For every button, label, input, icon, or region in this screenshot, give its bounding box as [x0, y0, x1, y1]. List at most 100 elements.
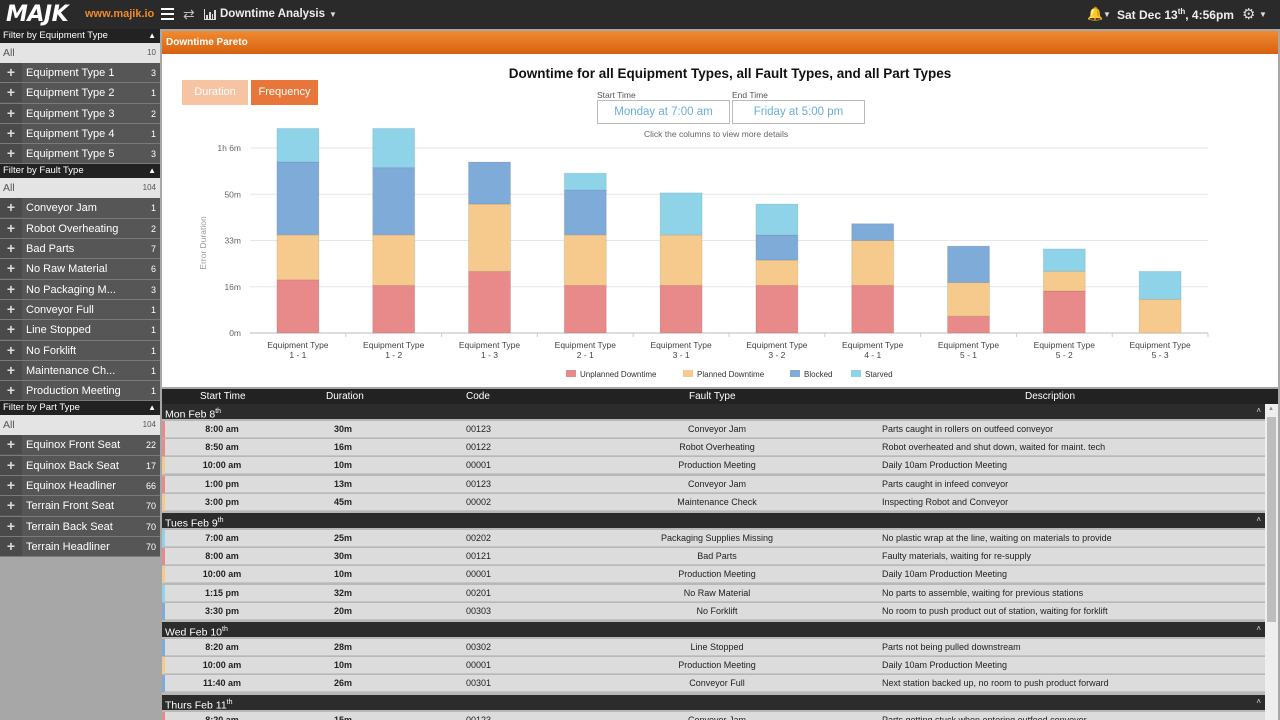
- gear-icon[interactable]: ⚙: [1242, 6, 1256, 23]
- table-row[interactable]: 8:00 am 30m 00121 Bad Parts Faulty materials…: [162, 548, 1265, 566]
- fault-filter-item[interactable]: + Robot Overheating 2: [0, 218, 160, 240]
- table-row[interactable]: 11:40 am 26m 00301 Conveyor Full Next statio…: [162, 675, 1265, 693]
- current-datetime: Sat Dec 13th, 4:56pm: [1117, 7, 1234, 22]
- chevron-down-icon[interactable]: ▼: [1259, 10, 1267, 19]
- equipment-filter-all[interactable]: All 10: [0, 43, 160, 63]
- cell-description: Robot overheated and shut down, waited f…: [882, 442, 1106, 453]
- collapse-icon[interactable]: ˄: [1256, 696, 1261, 706]
- plus-icon[interactable]: +: [0, 83, 22, 103]
- equipment-filter-item[interactable]: + Equipment Type 4 1: [0, 123, 160, 145]
- table-row[interactable]: 3:30 pm 20m 00303 No Forklift No room to pus…: [162, 602, 1265, 620]
- logo-url[interactable]: www.majik.io: [85, 8, 155, 20]
- cell-description: Parts caught in rollers on outfeed conve…: [882, 424, 1054, 434]
- fault-filter-all[interactable]: All 104: [0, 178, 160, 199]
- table-row[interactable]: 10:00 am 10m 00001 Production Meeting Daily …: [162, 657, 1265, 675]
- duration-toggle-button[interactable]: Duration: [182, 80, 248, 105]
- refresh-icon[interactable]: ⇄: [183, 6, 195, 22]
- plus-icon[interactable]: +: [0, 360, 22, 380]
- plus-icon[interactable]: +: [0, 144, 22, 164]
- column-header-duration[interactable]: Duration: [326, 391, 364, 402]
- plus-icon[interactable]: +: [0, 198, 22, 218]
- plus-icon[interactable]: +: [0, 259, 22, 279]
- scroll-up-icon[interactable]: ▲: [1268, 406, 1274, 412]
- fault-filter-item[interactable]: + Bad Parts 7: [0, 239, 160, 260]
- table-row[interactable]: 10:00 am 10m 00001 Production Meeting Daily …: [162, 457, 1265, 475]
- table-row[interactable]: 1:00 pm 13m 00123 Conveyor Jam Parts caught …: [162, 475, 1265, 493]
- plus-icon[interactable]: +: [0, 123, 22, 143]
- chevron-down-icon[interactable]: ▼: [1103, 10, 1111, 19]
- filter-item-label: No Forklift: [26, 344, 77, 357]
- column-header-start-time[interactable]: Start Time: [200, 391, 246, 402]
- plus-icon[interactable]: +: [0, 455, 22, 475]
- fault-filter-item[interactable]: + Line Stopped 1: [0, 320, 160, 341]
- part-filter-all[interactable]: All 104: [0, 415, 160, 436]
- part-filter-item[interactable]: + Terrain Headliner 70: [0, 536, 160, 558]
- scrollbar-thumb[interactable]: [1267, 417, 1276, 622]
- collapse-icon[interactable]: ▲: [148, 31, 156, 40]
- part-filter-item[interactable]: + Equinox Front Seat 22: [0, 435, 160, 456]
- table-row[interactable]: 7:00 am 25m 00202 Packaging Supplies Missin…: [162, 530, 1265, 547]
- plus-icon[interactable]: +: [0, 218, 22, 238]
- day-group-header[interactable]: Tues Feb 9th ˄: [162, 513, 1265, 530]
- table-row[interactable]: 8:50 am 16m 00122 Robot Overheating Robot ov…: [162, 439, 1265, 457]
- column-header-description[interactable]: Description: [1025, 391, 1076, 402]
- fault-filter-header[interactable]: Filter by Fault Type ▲: [0, 164, 160, 179]
- plus-icon[interactable]: +: [0, 496, 22, 516]
- day-group-header[interactable]: Mon Feb 8th ˄: [162, 404, 1265, 421]
- equipment-filter-item[interactable]: + Equipment Type 3 2: [0, 103, 160, 124]
- filter-item-label: Robot Overheating: [26, 222, 119, 235]
- part-filter-header[interactable]: Filter by Part Type ▲: [0, 401, 160, 416]
- plus-icon[interactable]: +: [0, 536, 22, 556]
- frequency-toggle-button[interactable]: Frequency: [251, 80, 318, 105]
- plus-icon[interactable]: +: [0, 516, 22, 536]
- equipment-filter-item[interactable]: + Equipment Type 2 1: [0, 83, 160, 104]
- plus-icon[interactable]: +: [0, 63, 22, 82]
- column-header-fault-type[interactable]: Fault Type: [689, 391, 736, 402]
- plus-icon[interactable]: +: [0, 381, 22, 401]
- plus-icon[interactable]: +: [0, 239, 22, 259]
- equipment-filter-item[interactable]: + Equipment Type 5 3: [0, 144, 160, 165]
- table-row[interactable]: 8:00 am 30m 00123 Conveyor Jam Parts caught …: [162, 421, 1265, 438]
- app-logo[interactable]: MAJK: [6, 2, 69, 27]
- app-title-menu[interactable]: Downtime Analysis ▼: [204, 8, 337, 20]
- table-scrollbar[interactable]: ▲: [1265, 404, 1278, 720]
- end-time-input[interactable]: Friday at 5:00 pm: [732, 100, 865, 124]
- day-group-header[interactable]: Wed Feb 10th ˄: [162, 622, 1265, 639]
- table-row[interactable]: 8:20 am 15m 00123 Conveyor Jam Parts getting…: [162, 711, 1265, 720]
- fault-filter-item[interactable]: + Production Meeting 1: [0, 381, 160, 402]
- collapse-icon[interactable]: ▲: [148, 403, 156, 413]
- fault-filter-item[interactable]: + Maintenance Ch... 1: [0, 360, 160, 382]
- day-group-header[interactable]: Thurs Feb 11th ˄: [162, 694, 1265, 711]
- column-header-code[interactable]: Code: [466, 391, 490, 402]
- plus-icon[interactable]: +: [0, 279, 22, 299]
- plus-icon[interactable]: +: [0, 476, 22, 496]
- plus-icon[interactable]: +: [0, 320, 22, 340]
- table-row[interactable]: 3:00 pm 45m 00002 Maintenance Check Inspecti…: [162, 493, 1265, 511]
- collapse-icon[interactable]: ˄: [1256, 515, 1261, 524]
- fault-filter-item[interactable]: + Conveyor Full 1: [0, 299, 160, 321]
- collapse-icon[interactable]: ˄: [1256, 624, 1261, 633]
- cell-code: 00301: [466, 678, 492, 689]
- fault-filter-item[interactable]: + Conveyor Jam 1: [0, 198, 160, 219]
- equipment-filter-item[interactable]: + Equipment Type 1 3: [0, 63, 160, 84]
- part-filter-item[interactable]: + Terrain Back Seat 70: [0, 516, 160, 537]
- table-row[interactable]: 8:20 am 28m 00302 Line Stopped Parts not bei…: [162, 639, 1265, 656]
- equipment-filter-header[interactable]: Filter by Equipment Type ▲: [0, 29, 160, 43]
- fault-filter-item[interactable]: + No Packaging M... 3: [0, 279, 160, 300]
- hamburger-menu-icon[interactable]: [161, 8, 174, 20]
- plus-icon[interactable]: +: [0, 435, 22, 455]
- plus-icon[interactable]: +: [0, 340, 22, 360]
- collapse-icon[interactable]: ▲: [148, 166, 156, 176]
- part-filter-item[interactable]: + Equinox Headliner 66: [0, 476, 160, 497]
- plus-icon[interactable]: +: [0, 299, 22, 319]
- plus-icon[interactable]: +: [0, 103, 22, 123]
- table-row[interactable]: 1:15 pm 32m 00201 No Raw Material No parts t…: [162, 584, 1265, 602]
- fault-filter-item[interactable]: + No Forklift 1: [0, 340, 160, 361]
- fault-filter-item[interactable]: + No Raw Material 6: [0, 259, 160, 280]
- table-row[interactable]: 10:00 am 10m 00001 Production Meeting Daily …: [162, 566, 1265, 584]
- bell-icon[interactable]: 🔔: [1087, 6, 1104, 21]
- part-filter-item[interactable]: + Equinox Back Seat 17: [0, 455, 160, 477]
- part-filter-item[interactable]: + Terrain Front Seat 70: [0, 496, 160, 517]
- collapse-icon[interactable]: ˄: [1256, 406, 1261, 415]
- start-time-input[interactable]: Monday at 7:00 am: [597, 100, 730, 124]
